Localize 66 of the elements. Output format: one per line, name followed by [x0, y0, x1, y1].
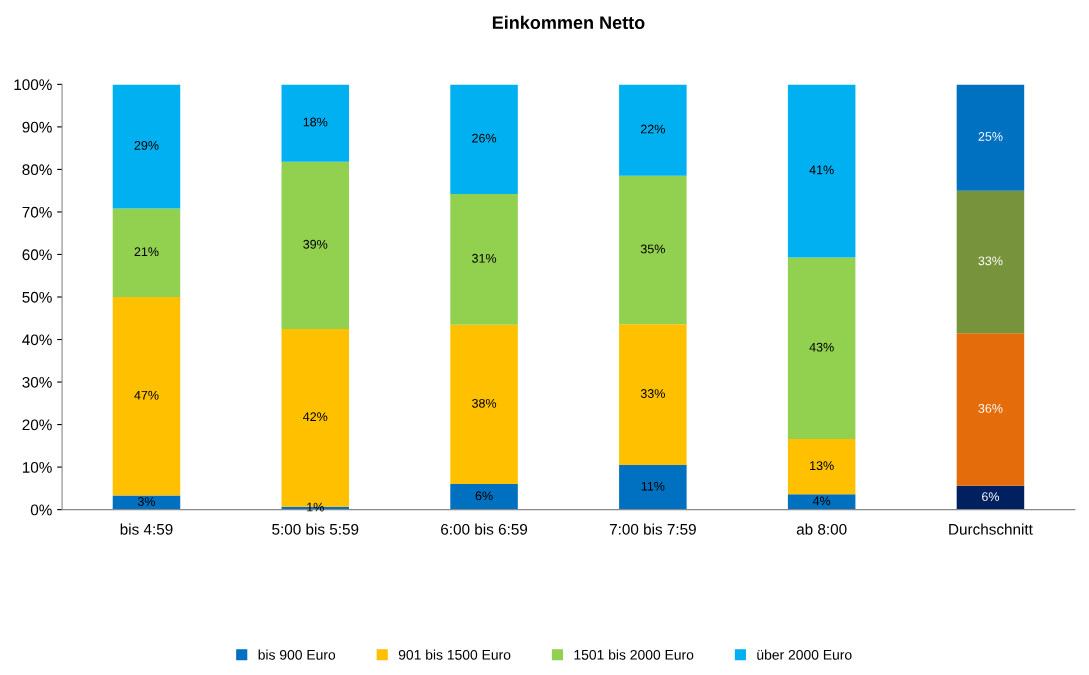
data-label: 3% — [137, 497, 156, 506]
bar — [450, 84, 518, 195]
data-label: 26% — [472, 133, 497, 143]
data-label: 11% — [641, 481, 665, 491]
data-label: 6% — [475, 491, 493, 501]
bar — [956, 190, 1025, 334]
y-tick-label: 70% — [22, 206, 52, 218]
bar — [619, 84, 687, 176]
bar — [112, 297, 181, 496]
data-label: 4% — [812, 496, 831, 506]
legend-label: über 2000 Euro — [757, 649, 852, 660]
bar — [787, 439, 856, 495]
data-label: 13% — [810, 461, 834, 471]
y-tick-label: 10% — [22, 461, 52, 473]
y-tick-label: 90% — [22, 121, 52, 133]
bar — [787, 494, 856, 510]
y-tick-label: 0% — [30, 504, 52, 516]
bar — [956, 485, 1025, 510]
y-tick-label: 30% — [22, 376, 52, 388]
y-tick-label: 80% — [22, 164, 52, 176]
data-label: 35% — [640, 244, 665, 254]
data-label: 38% — [472, 398, 497, 408]
bar — [281, 84, 350, 162]
bar — [619, 464, 687, 510]
data-label: 1% — [307, 502, 324, 512]
data-label: 41% — [809, 165, 834, 175]
data-label: 42% — [303, 412, 328, 422]
legend-label: 1501 bis 2000 Euro — [574, 649, 694, 660]
x-tick-label: 6:00 bis 6:59 — [441, 523, 528, 535]
data-label: 22% — [640, 124, 665, 134]
x-tick-label: ab 8:00 — [796, 523, 847, 535]
data-label: 33% — [640, 389, 665, 398]
bar — [112, 84, 181, 209]
y-tick-label: 60% — [22, 249, 52, 261]
bar — [619, 175, 687, 325]
legend-label: bis 900 Euro — [258, 649, 336, 660]
bar — [450, 324, 518, 485]
bar — [619, 324, 687, 465]
data-label: 31% — [472, 253, 497, 263]
bar — [112, 208, 181, 297]
bar — [956, 333, 1025, 486]
data-label: 6% — [982, 492, 1000, 502]
y-tick-label: 100% — [14, 79, 52, 91]
data-label: 18% — [303, 117, 328, 127]
data-label: 47% — [134, 390, 159, 400]
bar — [787, 84, 856, 258]
data-label: 25% — [978, 132, 1003, 141]
bar — [281, 161, 350, 329]
data-label: 39% — [303, 239, 328, 249]
data-label: 29% — [134, 140, 159, 150]
y-tick-label: 20% — [22, 419, 52, 431]
chart-title: Einkommen Netto — [492, 15, 645, 29]
x-tick-label: 5:00 bis 5:59 — [272, 523, 359, 535]
bar — [450, 484, 518, 510]
bar — [450, 194, 518, 325]
x-tick-label: Durchschnitt — [949, 523, 1033, 535]
data-label: 33% — [978, 256, 1003, 266]
y-tick-label: 40% — [22, 334, 52, 346]
x-tick-label: bis 4:59 — [120, 523, 173, 535]
x-tick-label: 7:00 bis 7:59 — [609, 523, 696, 535]
data-label: 43% — [809, 342, 834, 352]
y-tick-label: 50% — [22, 291, 52, 303]
legend-label: 901 bis 1500 Euro — [398, 649, 511, 660]
bar — [787, 257, 856, 440]
data-label: 36% — [978, 403, 1003, 413]
data-label: 21% — [134, 247, 159, 257]
